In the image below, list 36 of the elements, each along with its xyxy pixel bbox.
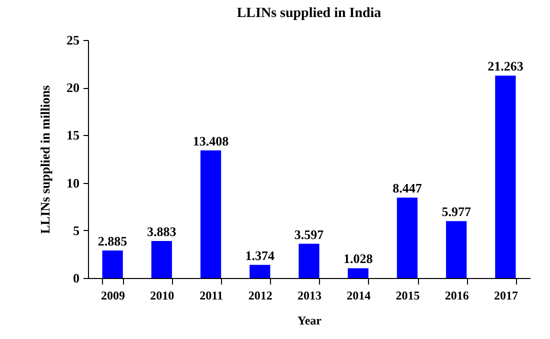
data-label: 1.374 (245, 248, 276, 263)
data-label: 8.447 (392, 180, 422, 196)
x-tick-label: 2015 (396, 288, 420, 302)
y-tick-label: 0 (73, 270, 80, 286)
x-tick-label: 2012 (248, 288, 272, 302)
y-tick-label: 15 (66, 128, 80, 143)
data-label: 1.028 (343, 251, 374, 266)
bar (396, 198, 418, 278)
bar (250, 264, 270, 278)
x-tick-label: 2016 (444, 288, 469, 302)
y-tick-label: 5 (73, 222, 80, 238)
bar (102, 250, 123, 278)
bar (348, 268, 368, 278)
y-tick-label: 20 (66, 80, 80, 96)
x-tick-label: 2017 (494, 288, 518, 302)
x-tick-label: 2011 (200, 288, 223, 302)
data-label: 21.263 (488, 58, 524, 74)
data-label: 2.885 (98, 234, 128, 249)
bar (446, 221, 467, 278)
data-label: 3.883 (147, 224, 177, 240)
x-tick-label: 2010 (150, 288, 174, 302)
bar (495, 76, 516, 278)
bar (298, 244, 320, 278)
chart-title: LLINs supplied in India (236, 6, 382, 21)
y-axis-title: LLINs supplied in millions (38, 85, 52, 234)
x-tick-label: 2013 (298, 288, 322, 302)
x-axis-title: Year (298, 314, 322, 328)
data-label: 3.597 (294, 226, 324, 242)
x-tick-label: 2014 (346, 288, 371, 302)
x-tick-label: 2009 (101, 288, 126, 302)
data-label: 5.977 (442, 204, 472, 220)
data-label: 13.408 (192, 133, 230, 148)
y-tick-label: 10 (66, 175, 80, 190)
bar (151, 241, 172, 278)
y-tick-label: 25 (66, 32, 80, 48)
bar (200, 150, 222, 278)
